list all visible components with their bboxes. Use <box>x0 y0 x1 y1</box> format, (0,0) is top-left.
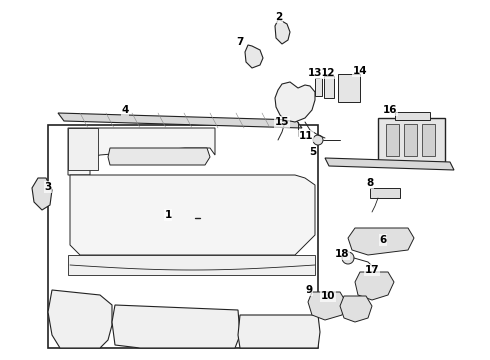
Ellipse shape <box>73 135 93 161</box>
Text: 1: 1 <box>164 210 171 220</box>
Polygon shape <box>68 255 315 275</box>
Polygon shape <box>68 128 215 175</box>
Polygon shape <box>32 178 52 210</box>
Polygon shape <box>404 124 417 156</box>
Polygon shape <box>325 158 454 170</box>
Polygon shape <box>112 305 240 348</box>
Ellipse shape <box>326 90 332 96</box>
Polygon shape <box>70 175 315 255</box>
Polygon shape <box>245 45 263 68</box>
Ellipse shape <box>326 82 332 88</box>
Text: 18: 18 <box>335 249 349 259</box>
Text: 15: 15 <box>275 117 289 127</box>
Text: 7: 7 <box>236 37 244 47</box>
Text: 3: 3 <box>45 182 51 192</box>
Polygon shape <box>48 125 318 348</box>
Text: 13: 13 <box>308 68 322 78</box>
Text: 6: 6 <box>379 235 387 245</box>
Polygon shape <box>315 78 322 96</box>
Text: 8: 8 <box>367 178 374 188</box>
Circle shape <box>342 252 354 264</box>
Text: 12: 12 <box>321 68 335 78</box>
Polygon shape <box>48 290 112 348</box>
Polygon shape <box>238 315 320 348</box>
Circle shape <box>313 135 323 145</box>
Polygon shape <box>275 20 290 44</box>
Text: 11: 11 <box>299 131 313 141</box>
Text: 2: 2 <box>275 12 283 22</box>
Polygon shape <box>355 272 394 300</box>
Polygon shape <box>370 188 400 198</box>
Text: 17: 17 <box>365 265 379 275</box>
Text: 16: 16 <box>383 105 397 115</box>
Text: 9: 9 <box>305 285 313 295</box>
Polygon shape <box>68 128 98 170</box>
Text: 4: 4 <box>122 105 129 115</box>
Ellipse shape <box>116 129 144 143</box>
Polygon shape <box>422 124 435 156</box>
Polygon shape <box>58 113 302 128</box>
Polygon shape <box>338 74 360 102</box>
Text: 14: 14 <box>353 66 368 76</box>
Ellipse shape <box>345 79 353 87</box>
Polygon shape <box>108 148 210 165</box>
Text: 10: 10 <box>321 291 335 301</box>
Polygon shape <box>395 112 430 120</box>
Polygon shape <box>348 228 414 255</box>
Text: 5: 5 <box>309 147 317 157</box>
Polygon shape <box>340 296 372 322</box>
Ellipse shape <box>345 91 353 99</box>
Ellipse shape <box>132 193 177 228</box>
Polygon shape <box>378 118 445 162</box>
Polygon shape <box>386 124 399 156</box>
Polygon shape <box>275 82 315 122</box>
Polygon shape <box>324 76 334 98</box>
Polygon shape <box>308 292 346 320</box>
